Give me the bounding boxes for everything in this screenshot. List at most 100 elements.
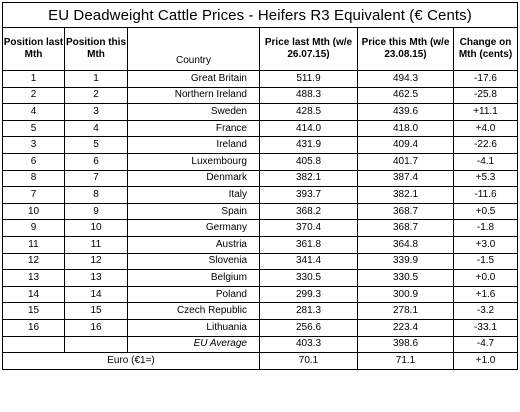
cell-price-this: 382.1	[357, 186, 454, 204]
euro-change: +1.0	[453, 352, 518, 371]
cell-price-last: 382.1	[259, 169, 358, 188]
cell-price-last: 488.3	[259, 86, 358, 105]
cell-change: -1.8	[453, 219, 518, 237]
header-position-last: Position last Mth	[2, 27, 65, 71]
cell-change: -33.1	[453, 318, 518, 337]
cell-change: +0.0	[453, 269, 518, 287]
table-row: 11 11 Austria 361.8 364.8 +3.0	[2, 235, 518, 254]
cell-country: Denmark	[127, 169, 260, 188]
table-row: 2 2 Northern Ireland 488.3 462.5 -25.8	[2, 86, 518, 105]
cell-position-this: 7	[64, 169, 128, 188]
cell-position-last: 7	[2, 186, 65, 204]
cattle-price-table: EU Deadweight Cattle Prices - Heifers R3…	[2, 2, 518, 371]
price-table-container: EU Deadweight Cattle Prices - Heifers R3…	[2, 2, 518, 371]
cell-position-this: 12	[64, 252, 128, 271]
cell-price-last: 428.5	[259, 103, 358, 121]
cell-position-this: 1	[64, 70, 128, 88]
cell-price-this: 330.5	[357, 269, 454, 287]
cell-price-last: 341.4	[259, 252, 358, 271]
table-row: 8 7 Denmark 382.1 387.4 +5.3	[2, 169, 518, 188]
cell-position-last: 10	[2, 202, 65, 221]
cell-position-last: 4	[2, 103, 65, 121]
cell-position-this: 15	[64, 302, 128, 320]
cell-country: Luxembourg	[127, 152, 260, 171]
cell-change: +11.1	[453, 103, 518, 121]
cell-position-this: 13	[64, 269, 128, 287]
cell-country: Slovenia	[127, 252, 260, 271]
cell-price-this: 339.9	[357, 252, 454, 271]
cell-change: +5.3	[453, 169, 518, 188]
avg-label: EU Average	[127, 335, 260, 354]
cell-position-last: 13	[2, 269, 65, 287]
cell-position-last: 6	[2, 152, 65, 171]
header-price-last: Price last Mth (w/e 26.07.15)	[259, 27, 358, 71]
cell-price-this: 368.7	[357, 202, 454, 221]
cell-position-last: 14	[2, 285, 65, 304]
cell-country: Northern Ireland	[127, 86, 260, 105]
cell-price-this: 368.7	[357, 219, 454, 237]
cell-price-last: 393.7	[259, 186, 358, 204]
cell-change: +0.5	[453, 202, 518, 221]
cell-position-last: 1	[2, 70, 65, 88]
cell-country: Germany	[127, 219, 260, 237]
cell-country: France	[127, 119, 260, 138]
cell-price-last: 281.3	[259, 302, 358, 320]
cell-position-this: 8	[64, 186, 128, 204]
cell-country: Spain	[127, 202, 260, 221]
cell-price-last: 370.4	[259, 219, 358, 237]
cell-price-last: 256.6	[259, 318, 358, 337]
cell-price-this: 401.7	[357, 152, 454, 171]
cell-country: Czech Republic	[127, 302, 260, 320]
cell-position-last: 11	[2, 235, 65, 254]
cell-position-last: 8	[2, 169, 65, 188]
cell-position-this: 4	[64, 119, 128, 138]
cell-change: -11.6	[453, 186, 518, 204]
cell-price-this: 494.3	[357, 70, 454, 88]
cell-change: -22.6	[453, 136, 518, 154]
table-row: 13 13 Belgium 330.5 330.5 +0.0	[2, 269, 518, 287]
avg-empty-1	[2, 335, 65, 354]
cell-price-this: 462.5	[357, 86, 454, 105]
cell-position-last: 5	[2, 119, 65, 138]
cell-price-this: 223.4	[357, 318, 454, 337]
cell-change: -1.5	[453, 252, 518, 271]
euro-price-this: 71.1	[357, 352, 454, 371]
cell-price-this: 418.0	[357, 119, 454, 138]
cell-position-this: 16	[64, 318, 128, 337]
cell-price-last: 299.3	[259, 285, 358, 304]
cell-price-this: 409.4	[357, 136, 454, 154]
euro-label: Euro (€1=)	[2, 352, 260, 371]
cell-position-this: 9	[64, 202, 128, 221]
table-row: 15 15 Czech Republic 281.3 278.1 -3.2	[2, 302, 518, 320]
cell-position-this: 10	[64, 219, 128, 237]
cell-country: Austria	[127, 235, 260, 254]
euro-row: Euro (€1=) 70.1 71.1 +1.0	[2, 352, 518, 371]
cell-country: Great Britain	[127, 70, 260, 88]
cell-position-this: 3	[64, 103, 128, 121]
cell-price-this: 439.6	[357, 103, 454, 121]
cell-price-last: 431.9	[259, 136, 358, 154]
cell-change: -25.8	[453, 86, 518, 105]
cell-change: +3.0	[453, 235, 518, 254]
table-body: 1 1 Great Britain 511.9 494.3 -17.6 2 2 Northern…	[2, 70, 518, 337]
table-row: 6 6 Luxembourg 405.8 401.7 -4.1	[2, 152, 518, 171]
cell-change: -4.1	[453, 152, 518, 171]
cell-position-last: 12	[2, 252, 65, 271]
table-row: 3 5 Ireland 431.9 409.4 -22.6	[2, 136, 518, 154]
cell-position-this: 6	[64, 152, 128, 171]
table-title: EU Deadweight Cattle Prices - Heifers R3…	[2, 2, 518, 28]
avg-price-this: 398.6	[357, 335, 454, 354]
cell-country: Ireland	[127, 136, 260, 154]
cell-price-this: 387.4	[357, 169, 454, 188]
cell-position-this: 11	[64, 235, 128, 254]
cell-country: Italy	[127, 186, 260, 204]
cell-position-this: 5	[64, 136, 128, 154]
cell-price-last: 414.0	[259, 119, 358, 138]
cell-change: +4.0	[453, 119, 518, 138]
cell-price-last: 405.8	[259, 152, 358, 171]
cell-change: +1.6	[453, 285, 518, 304]
avg-price-last: 403.3	[259, 335, 358, 354]
cell-position-last: 15	[2, 302, 65, 320]
avg-empty-2	[64, 335, 128, 354]
cell-position-last: 2	[2, 86, 65, 105]
